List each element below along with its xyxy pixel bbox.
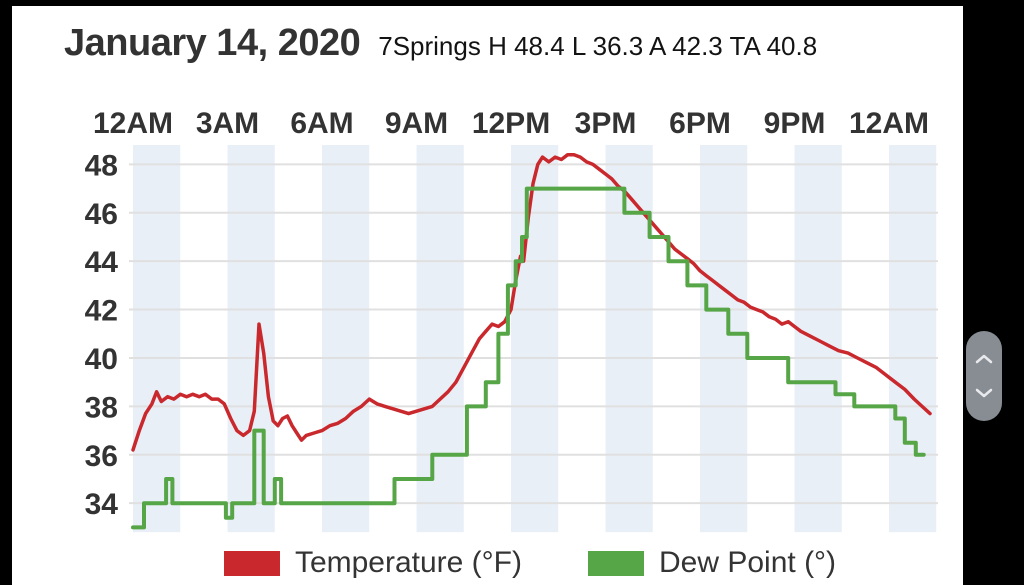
temperature-swatch (223, 550, 280, 576)
chart-legend: Temperature (°F) Dew Point (°) (110, 546, 950, 580)
svg-text:9PM: 9PM (764, 107, 826, 140)
dew-point-legend-label: Dew Point (°) (659, 546, 837, 579)
chevron-up-icon[interactable] (974, 353, 994, 365)
svg-text:3PM: 3PM (575, 107, 637, 140)
dew-point-swatch (588, 550, 644, 576)
summary-stats: 7Springs H 48.4 L 36.3 A 42.3 TA 40.8 (378, 31, 818, 61)
dew-point-line (131, 186, 926, 530)
svg-text:46: 46 (85, 198, 118, 231)
temperature-line (131, 152, 932, 452)
svg-text:34: 34 (85, 488, 119, 521)
legend-item-temperature[interactable]: Temperature (°F) (223, 546, 522, 580)
svg-text:36: 36 (85, 440, 118, 473)
svg-text:9AM: 9AM (385, 107, 448, 140)
top-black-bar (0, 0, 1024, 6)
right-black-bar (963, 0, 1024, 585)
svg-text:12AM: 12AM (849, 107, 929, 140)
svg-text:3AM: 3AM (196, 107, 259, 140)
legend-item-dew-point[interactable]: Dew Point (°) (588, 546, 836, 580)
scroll-control[interactable] (966, 331, 1002, 421)
svg-text:44: 44 (85, 246, 119, 279)
chevron-down-icon[interactable] (974, 387, 994, 399)
temperature-legend-label: Temperature (°F) (294, 546, 522, 579)
svg-text:12AM: 12AM (93, 107, 173, 140)
chart-gridlines (129, 163, 938, 505)
svg-text:48: 48 (85, 149, 118, 182)
y-axis-labels: 34 36 38 40 42 44 46 48 (85, 149, 119, 521)
svg-text:38: 38 (85, 391, 118, 424)
svg-text:12PM: 12PM (472, 107, 550, 140)
svg-text:6PM: 6PM (669, 107, 731, 140)
page-title: January 14, 2020 (64, 22, 361, 64)
chart-header: January 14, 2020 7Springs H 48.4 L 36.3 … (64, 22, 817, 65)
chart-bands (133, 145, 937, 533)
x-axis-labels: 12AM 3AM 6AM 9AM 12PM 3PM 6PM 9PM 12AM (93, 107, 929, 140)
svg-text:40: 40 (85, 343, 118, 376)
left-black-bar (0, 0, 12, 585)
svg-text:6AM: 6AM (290, 107, 353, 140)
svg-text:42: 42 (85, 295, 118, 328)
